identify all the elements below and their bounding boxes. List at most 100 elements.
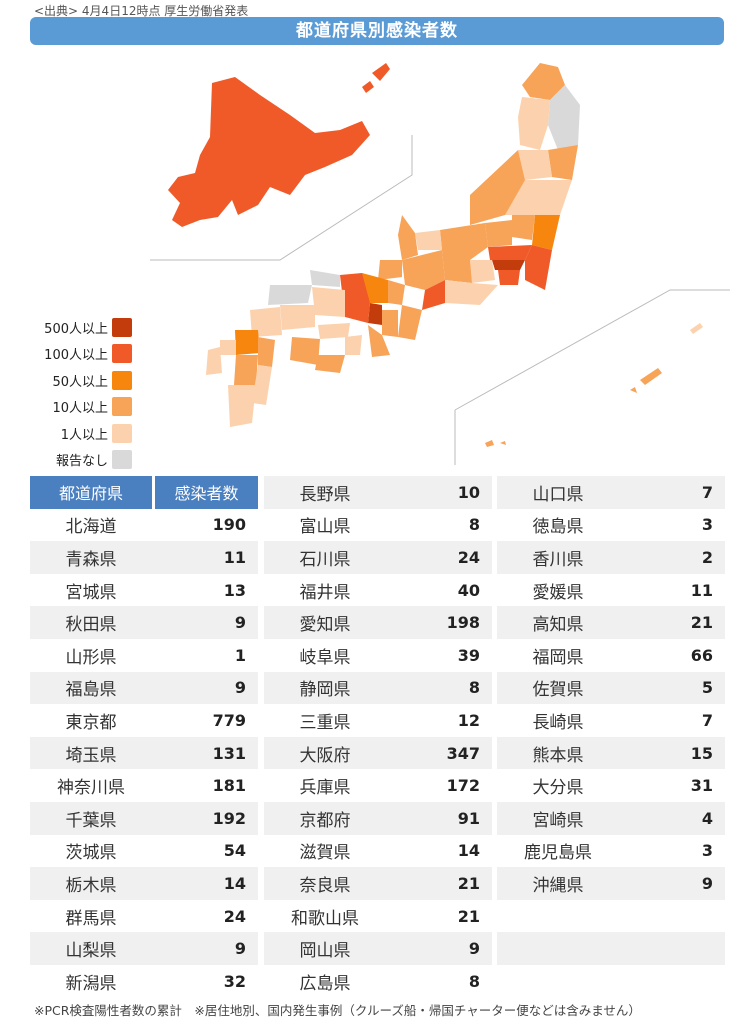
- prefecture-name: 京都府: [299, 810, 351, 831]
- table-row: 徳島県 3: [497, 509, 725, 542]
- case-count: 40: [457, 580, 480, 600]
- table-row: 埼玉県 131: [30, 736, 258, 770]
- prefecture-name: 大分県: [532, 778, 584, 799]
- case-count: 7: [701, 710, 713, 730]
- map-akita: [518, 97, 550, 150]
- legend-item: 500人以上: [30, 314, 132, 341]
- map-gunma: [485, 220, 512, 247]
- case-count: 9: [234, 678, 246, 698]
- case-count: 66: [690, 645, 713, 665]
- table-header: 都道府県 感染者数: [30, 476, 258, 509]
- map-miyagi: [548, 145, 578, 180]
- legend-label: 500人以上: [44, 321, 108, 337]
- table-column-1: 都道府県 感染者数 北海道 190 青森県 11 宮城県 13 秋田県 9 山形県 1 福島県 9 東京都 7…: [30, 476, 258, 998]
- case-count: 10: [457, 482, 480, 502]
- table-row: 香川県 2: [497, 541, 725, 574]
- table-row: 山形県 1: [30, 639, 258, 672]
- legend-item: 100人以上: [30, 341, 132, 368]
- case-count: 11: [223, 547, 246, 567]
- legend: 500人以上 100人以上 50人以上 10人以上 1人以上 報告なし: [30, 314, 132, 473]
- map-toyama: [415, 230, 442, 250]
- table-row: 山梨県 9: [30, 932, 258, 965]
- legend-item: 10人以上: [30, 394, 132, 421]
- prefecture-name: 熊本県: [532, 745, 584, 766]
- case-count: 131: [212, 743, 246, 763]
- prefecture-name: 福島県: [65, 680, 117, 701]
- map-wakayama: [368, 325, 390, 357]
- map-fukuoka: [235, 330, 260, 355]
- case-count: 8: [468, 971, 480, 991]
- table-row: 福井県 40: [264, 574, 492, 607]
- table-row: 三重県 12: [264, 704, 492, 737]
- prefecture-name: 群馬県: [65, 908, 117, 929]
- case-count: 11: [690, 580, 713, 600]
- case-count: 1: [234, 645, 246, 665]
- case-count: 3: [701, 515, 713, 535]
- case-count: 31: [690, 776, 713, 796]
- case-count: 21: [457, 873, 480, 893]
- map-shimane: [268, 285, 312, 305]
- prefecture-name: 静岡県: [299, 680, 351, 701]
- source-line: <出典> 4月4日12時点 厚生労働省発表: [34, 4, 249, 18]
- map-iwate: [548, 85, 580, 150]
- prefecture-name: 富山県: [299, 517, 351, 538]
- map-oita: [258, 337, 275, 367]
- table-row: 兵庫県 172: [264, 769, 492, 802]
- legend-item: 報告なし: [30, 447, 132, 474]
- map-ehime: [290, 337, 320, 365]
- legend-label: 10人以上: [52, 401, 108, 417]
- map-okinawa: [485, 368, 662, 447]
- table-row: 茨城県 54: [30, 835, 258, 868]
- table-row: 佐賀県 5: [497, 671, 725, 705]
- map-miyazaki: [252, 365, 272, 405]
- table-row: 岐阜県 39: [264, 639, 492, 672]
- table-row: 福島県 9: [30, 671, 258, 705]
- legend-swatch: [112, 423, 132, 443]
- case-count: 91: [457, 808, 480, 828]
- prefecture-name: 秋田県: [65, 615, 117, 636]
- prefecture-name: 高知県: [532, 615, 584, 636]
- table-row: 東京都 779: [30, 704, 258, 737]
- table-row: 北海道 190: [30, 509, 258, 542]
- legend-swatch: [112, 397, 132, 417]
- map-kyoto: [362, 273, 388, 303]
- table-row: 長野県 10: [264, 476, 492, 509]
- table-row-empty: [497, 965, 725, 998]
- legend-swatch: [112, 450, 132, 470]
- prefecture-name: 和歌山県: [291, 908, 359, 929]
- table-row: 宮城県 13: [30, 574, 258, 607]
- prefecture-name: 宮崎県: [532, 810, 584, 831]
- table-column-3: 山口県 7 徳島県 3 香川県 2 愛媛県 11 高知県 21 福岡県 66 佐賀県 5 長崎県 7 熊本県 15…: [497, 476, 725, 998]
- legend-swatch: [112, 370, 132, 390]
- prefecture-name: 愛媛県: [532, 582, 584, 603]
- table-row: 新潟県 32: [30, 965, 258, 998]
- table-row: 群馬県 24: [30, 900, 258, 933]
- case-count: 347: [446, 743, 480, 763]
- case-count: 15: [690, 743, 713, 763]
- legend-label: 100人以上: [44, 348, 108, 364]
- case-count: 8: [468, 515, 480, 535]
- table-row: 静岡県 8: [264, 671, 492, 705]
- case-count: 181: [212, 776, 246, 796]
- table-row: 奈良県 21: [264, 867, 492, 900]
- case-count: 21: [690, 613, 713, 633]
- case-count: 54: [223, 841, 246, 861]
- table-row: 愛媛県 11: [497, 574, 725, 607]
- table-row-empty: [497, 932, 725, 965]
- case-count: 21: [457, 906, 480, 926]
- prefecture-name: 徳島県: [532, 517, 584, 538]
- page-title: 都道府県別感染者数: [30, 17, 724, 45]
- prefecture-name: 滋賀県: [299, 843, 351, 864]
- map-nagano: [440, 223, 488, 283]
- case-count: 9: [468, 939, 480, 959]
- map-tokyo: [492, 260, 525, 270]
- table-row: 長崎県 7: [497, 704, 725, 737]
- footnote: ※PCR検査陽性者数の累計 ※居住地別、国内発生事例（クルーズ船・帰国チャーター…: [34, 1003, 641, 1018]
- map-aichi: [422, 280, 445, 310]
- map-okayama: [312, 287, 345, 317]
- table-row: 秋田県 9: [30, 606, 258, 639]
- map-chiba: [525, 245, 552, 290]
- map-tochigi: [512, 215, 535, 240]
- map-saitama: [488, 245, 532, 260]
- table-row: 神奈川県 181: [30, 769, 258, 802]
